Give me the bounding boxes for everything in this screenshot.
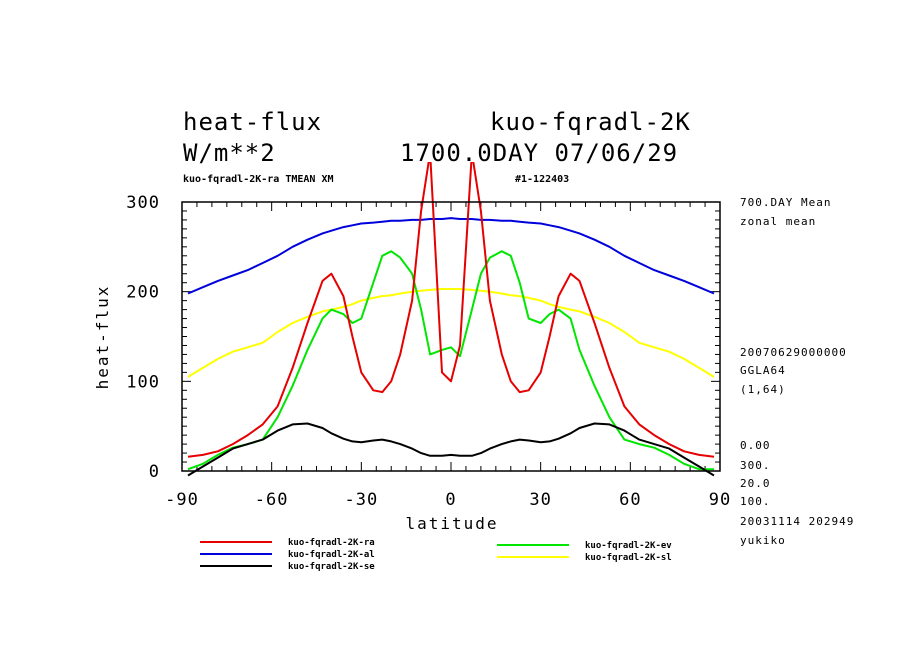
mean-label: 700.DAY Mean [740, 196, 831, 209]
x-tick-label: -90 [165, 490, 199, 510]
x-tick-label: 30 [529, 490, 551, 510]
unit-label: W/m**2 [183, 139, 276, 167]
experiment-name: kuo-fqradl-2K [490, 108, 691, 136]
y-tick-label: 100 [126, 372, 160, 392]
model-label: GGLA64 [740, 364, 786, 377]
info-value-1: 0.00 [740, 439, 771, 452]
y-tick-label: 0 [149, 462, 160, 482]
run-id: #1-122403 [515, 174, 569, 185]
series-line-ra [187, 162, 715, 458]
y-axis-label: heat-flux [93, 285, 112, 390]
x-axis-label: latitude [405, 514, 498, 533]
series-line-se [187, 422, 715, 477]
x-tick-label: -60 [255, 490, 289, 510]
plot-lines [187, 162, 715, 477]
legend-label-sl: kuo-fqradl-2K-sl [585, 553, 672, 563]
plot-frame [181, 201, 721, 472]
legend-label-se: kuo-fqradl-2K-se [288, 562, 375, 572]
x-tick-label: -30 [344, 490, 378, 510]
legend-label-ev: kuo-fqradl-2K-ev [585, 541, 672, 551]
legend: kuo-fqradl-2K-ra kuo-fqradl-2K-al kuo-fqra… [200, 538, 672, 572]
tick-labels: -90 -60 -30 0 30 60 90 0 100 200 300 [126, 193, 731, 510]
legend-label-ra: kuo-fqradl-2K-ra [288, 538, 375, 548]
timestamp-label: 20070629000000 [740, 346, 847, 359]
x-tick-label: 0 [445, 490, 456, 510]
chart-title: heat-flux [183, 108, 322, 136]
series-line-ev [187, 250, 714, 471]
index-label: (1,64) [740, 383, 786, 396]
legend-label-al: kuo-fqradl-2K-al [288, 550, 375, 560]
info-value-4: 100. [740, 495, 771, 508]
y-tick-label: 300 [126, 193, 160, 213]
x-tick-label: 90 [709, 490, 731, 510]
series-line-sl [187, 288, 715, 378]
info-value-2: 300. [740, 459, 771, 472]
chart-subtitle: kuo-fqradl-2K-ra TMEAN XM [183, 174, 334, 185]
date-label: 1700.0DAY 07/06/29 [400, 139, 678, 167]
series-line-al [187, 217, 715, 295]
user-label: yukiko [740, 534, 786, 547]
x-tick-label: 60 [619, 490, 641, 510]
zonal-label: zonal mean [740, 215, 816, 228]
info-value-3: 20.0 [740, 477, 771, 490]
created-label: 20031114 202949 [740, 515, 854, 528]
y-tick-label: 200 [126, 283, 160, 303]
